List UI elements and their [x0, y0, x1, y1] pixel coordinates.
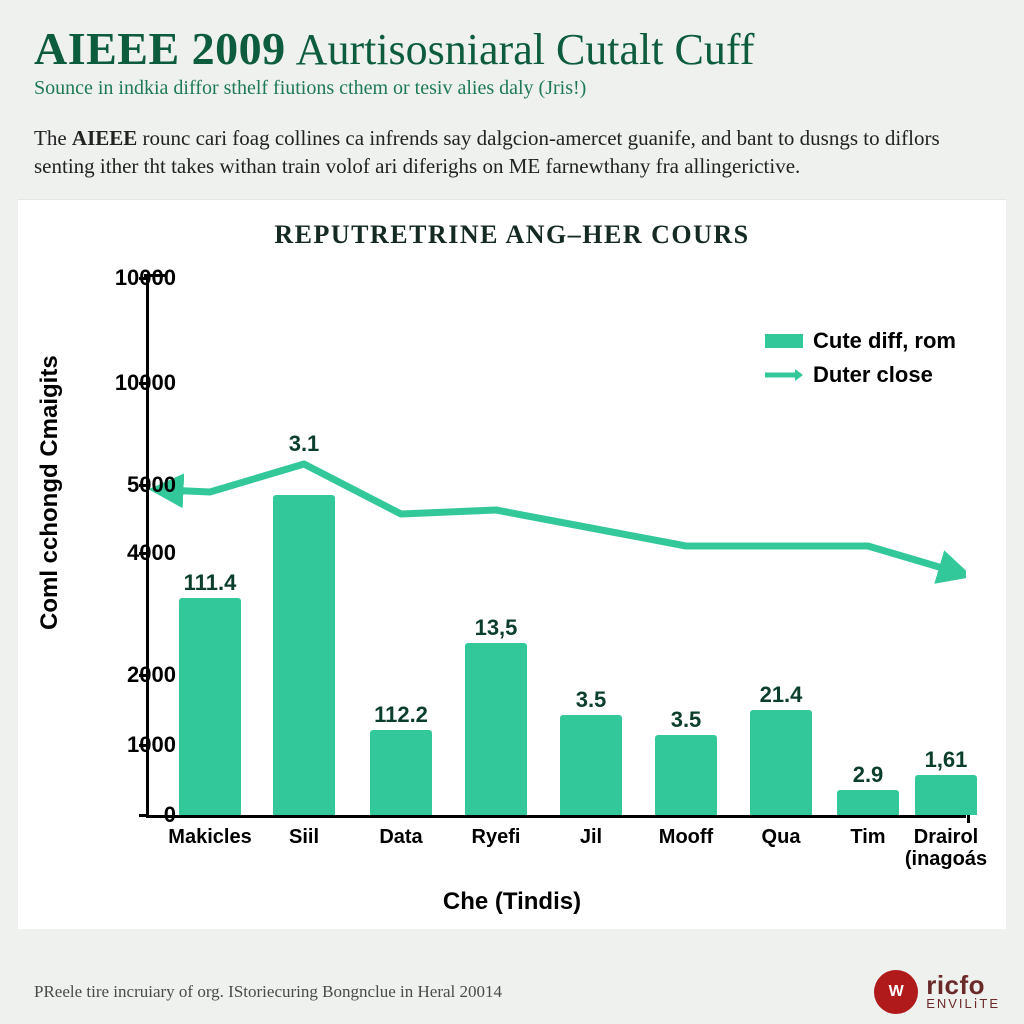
chart-panel: REPUTRETRINE ANG–HER COURS Coml cchongd … — [18, 199, 1006, 929]
category-label: Ryefi — [472, 826, 521, 848]
page: AIEEE 2009 Aurtisosniaral Cutalt Cuff So… — [0, 0, 1024, 1024]
category-label: Mooff — [659, 826, 713, 848]
category-label: Drairol (inagoás — [905, 826, 987, 870]
legend-label: Cute diff, rom — [813, 328, 956, 354]
logo-text: ricfo ENVILⅰTE — [926, 973, 1000, 1010]
bar — [370, 730, 432, 815]
bar — [560, 715, 622, 815]
bar — [465, 643, 527, 815]
category-label: Qua — [762, 826, 801, 848]
logo-main: ricfo — [926, 973, 1000, 998]
legend-item-line: Duter close — [765, 362, 956, 388]
bar — [655, 735, 717, 815]
bar — [837, 790, 899, 815]
footer: PReele tire incruiary of org. IStoriecur… — [0, 960, 1024, 1024]
bar-value-label: 21.4 — [760, 682, 803, 708]
y-tick-label: 2000 — [127, 662, 176, 688]
y-tick-label: 1000 — [127, 732, 176, 758]
header: AIEEE 2009 Aurtisosniaral Cutalt Cuff So… — [0, 0, 1024, 112]
chart-title: REPUTRETRINE ANG–HER COURS — [18, 200, 1006, 250]
intro-blurb: The AIEEE rounc cari foag collines ca in… — [0, 112, 1024, 199]
y-tick-label: 10000 — [115, 370, 176, 396]
y-axis-label: Coml cchongd Cmaigits — [36, 355, 64, 630]
footer-text: PReele tire incruiary of org. IStoriecur… — [34, 982, 502, 1002]
blurb-bold: AIEEE — [72, 126, 137, 150]
y-tick-label: 4000 — [127, 540, 176, 566]
legend-arrow-icon — [765, 368, 803, 382]
bar — [750, 710, 812, 815]
category-label: Makicles — [168, 826, 251, 848]
legend-label: Duter close — [813, 362, 933, 388]
bar-value-label: 1,61 — [925, 747, 968, 773]
blurb-rest: rounc cari foag collines ca infrends say… — [34, 126, 940, 178]
y-tick-label: 0 — [164, 802, 176, 828]
y-tick-label: 10000 — [115, 265, 176, 291]
bar-value-label: 112.2 — [374, 702, 428, 728]
logo-sub: ENVILⅰTE — [926, 998, 1000, 1010]
bar-value-label: 2.9 — [853, 762, 884, 788]
bar — [915, 775, 977, 815]
category-label: Data — [379, 826, 422, 848]
bar — [179, 598, 241, 815]
bar — [273, 495, 335, 815]
x-axis-label: Che (Tindis) — [18, 888, 1006, 916]
legend-swatch-icon — [765, 334, 803, 348]
bar-value-label: 3.5 — [671, 707, 702, 733]
y-tick — [139, 814, 149, 817]
category-label: Siil — [289, 826, 319, 848]
logo-badge-icon: W — [874, 970, 918, 1014]
legend: Cute diff, rom Duter close — [765, 328, 956, 396]
page-title: AIEEE 2009 Aurtisosniaral Cutalt Cuff — [34, 22, 990, 75]
subtitle: Sounce in indkia diffor sthelf fiutions … — [34, 77, 990, 100]
bar-value-label: 13,5 — [475, 615, 518, 641]
legend-item-bar: Cute diff, rom — [765, 328, 956, 354]
bar-value-label: 3.1 — [289, 431, 320, 457]
bar-value-label: 111.4 — [184, 570, 237, 596]
category-label: Tim — [850, 826, 885, 848]
plot-area: Cute diff, rom Duter close 111.4Makicles… — [146, 278, 966, 818]
blurb-prefix: The — [34, 126, 72, 150]
footer-logo: W ricfo ENVILⅰTE — [874, 970, 1000, 1014]
y-tick-label: 5000 — [127, 472, 176, 498]
bar-value-label: 3.5 — [576, 687, 607, 713]
category-label: Jil — [580, 826, 602, 848]
x-axis — [146, 815, 966, 818]
logo-badge-glyph: W — [889, 983, 904, 1001]
title-rest: Aurtisosniaral Cutalt Cuff — [296, 24, 755, 75]
title-strong: AIEEE 2009 — [34, 22, 286, 75]
